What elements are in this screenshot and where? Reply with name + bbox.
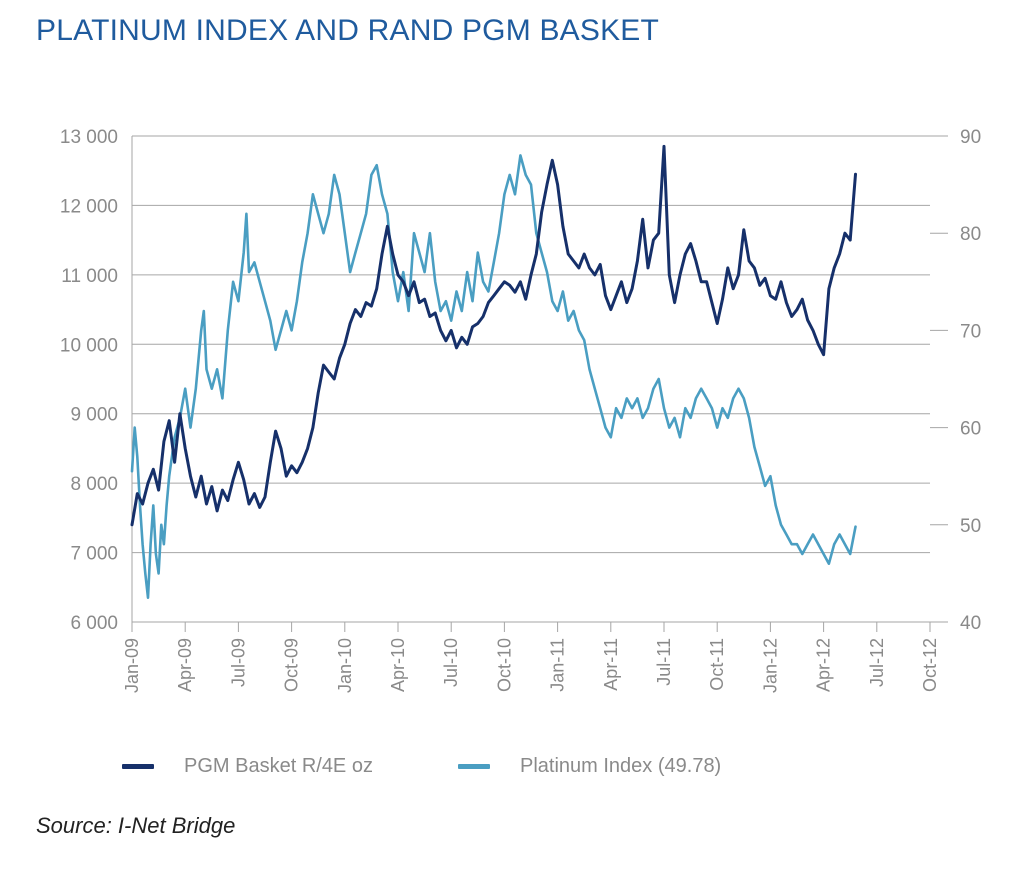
legend-swatch-pgm: [122, 764, 154, 769]
x-tick-label: Jul-11: [654, 638, 674, 686]
legend-item-platinum-index: Platinum Index (49.78): [458, 755, 721, 778]
y-left-tick-label: 7 000: [70, 544, 118, 565]
x-axis: Jan-09 Apr-09 Jul-09 Oct-09 Jan-10 Apr-10 Jul-…: [122, 622, 940, 693]
y-right-tick-label: 80: [960, 224, 981, 245]
y-right-tick-label: 90: [960, 127, 981, 148]
source-note: Source: I-Net Bridge: [36, 813, 236, 838]
series-line-pgm-basket: [130, 144, 857, 527]
x-tick-label: Jan-11: [548, 638, 568, 692]
y-right-tick-label: 40: [960, 613, 981, 634]
y-left-tick-label: 12 000: [60, 196, 118, 217]
y-right-tick-label: 70: [960, 321, 981, 342]
y-left-tick-label: 6 000: [70, 613, 118, 634]
x-tick-label: Apr-10: [388, 638, 408, 692]
y-right-tick-label: 60: [960, 419, 981, 440]
y-left-tick-label: 13 000: [60, 127, 118, 148]
x-tick-label: Oct-11: [707, 638, 727, 691]
chart-title: PLATINUM INDEX AND RAND PGM BASKET: [36, 14, 660, 47]
left-axis-ticks: 6 000 7 000 8 000 9 000 10 000 11 000 12 000 13…: [60, 127, 118, 634]
series-line-platinum-index: [130, 154, 857, 600]
y-left-tick-label: 9 000: [70, 405, 118, 426]
legend: PGM Basket R/4E oz Platinum Index (49.78…: [0, 755, 1028, 785]
x-tick-label: Oct-09: [282, 638, 302, 692]
x-tick-label: Oct-10: [494, 638, 514, 692]
x-tick-label: Jul-09: [228, 638, 248, 687]
gridlines: [131, 135, 930, 623]
x-tick-label: Jan-10: [335, 638, 355, 693]
legend-item-pgm-basket: PGM Basket R/4E oz: [122, 755, 373, 778]
x-tick-label: Jul-10: [441, 638, 461, 687]
x-tick-label: Apr-11: [601, 638, 621, 691]
y-right-tick-label: 50: [960, 516, 981, 537]
x-tick-label: Apr-09: [175, 638, 195, 692]
x-tick-label: Apr-12: [814, 638, 834, 692]
legend-swatch-platinum: [458, 764, 490, 769]
legend-label-platinum: Platinum Index (49.78): [520, 755, 722, 777]
x-tick-label: Jan-09: [122, 638, 142, 693]
y-left-tick-label: 11 000: [61, 266, 118, 287]
y-left-tick-label: 8 000: [70, 474, 118, 495]
x-tick-label: Oct-12: [920, 638, 940, 692]
right-axis-ticks: 40 50 60 70 80 90: [930, 127, 981, 634]
y-left-tick-label: 10 000: [60, 335, 118, 356]
x-tick-label: Jul-12: [867, 638, 887, 687]
x-tick-label: Jan-12: [760, 638, 780, 693]
series-lines: [130, 144, 857, 600]
legend-label-pgm: PGM Basket R/4E oz: [184, 755, 373, 777]
